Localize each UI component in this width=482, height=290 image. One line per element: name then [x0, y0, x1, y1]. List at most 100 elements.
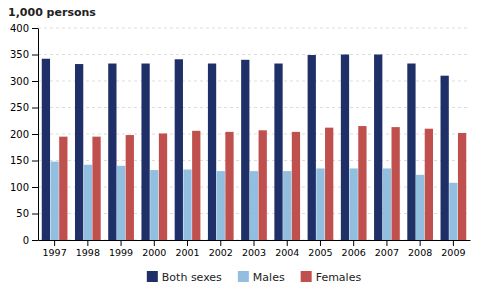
axis-line	[38, 29, 39, 241]
bar	[50, 162, 58, 240]
tick-label: 2003	[242, 247, 266, 258]
tick-mark	[32, 240, 38, 241]
tick: 0	[23, 235, 38, 246]
bar	[225, 132, 233, 240]
tick-mark	[287, 240, 288, 246]
bar	[150, 170, 158, 240]
bar	[217, 171, 225, 240]
legend-label: Both sexes	[162, 271, 222, 284]
tick-label: 1999	[109, 247, 133, 258]
tick: 2003	[242, 240, 266, 258]
tick-label: 200	[10, 129, 29, 140]
tick-mark	[254, 240, 255, 246]
tick-label: 2001	[175, 247, 199, 258]
tick-mark	[87, 240, 88, 246]
bar	[126, 135, 134, 240]
tick-mark	[32, 81, 38, 82]
y-axis: 050100150200250300350400	[10, 23, 39, 246]
tick-label: 1998	[76, 247, 100, 258]
tick-mark	[54, 240, 55, 246]
bar	[175, 59, 183, 240]
tick: 100	[10, 182, 38, 193]
tick: 2005	[308, 240, 332, 258]
tick-label: 400	[10, 23, 29, 34]
tick-mark	[121, 240, 122, 246]
plot: 0501001502002503003504001997199819992000…	[10, 23, 471, 258]
tick-mark	[187, 240, 188, 246]
bar	[391, 127, 399, 240]
bar	[259, 130, 267, 240]
tick-label: 150	[10, 155, 29, 166]
tick-mark	[32, 187, 38, 188]
tick-mark	[32, 161, 38, 162]
bar	[308, 55, 316, 240]
tick-label: 250	[10, 102, 29, 113]
tick: 50	[16, 208, 38, 219]
chart: 0501001502002503003504001997199819992000…	[0, 0, 482, 290]
tick-label: 2007	[375, 247, 399, 258]
legend-label: Males	[253, 271, 285, 284]
grid-line	[38, 54, 470, 55]
bar	[292, 132, 300, 240]
tick-mark	[32, 28, 38, 29]
bar	[117, 166, 125, 240]
bar	[350, 168, 358, 240]
bar	[341, 55, 349, 241]
tick-label: 2009	[441, 247, 465, 258]
legend-item: Both sexes	[147, 271, 222, 284]
bar	[250, 171, 258, 240]
bar	[159, 133, 167, 240]
bar-series	[59, 126, 466, 240]
bar	[441, 76, 449, 240]
tick: 2002	[209, 240, 233, 258]
y-axis-label: 1,000 persons	[8, 6, 96, 19]
legend-label: Females	[316, 271, 362, 284]
bar	[407, 64, 415, 240]
legend: Both sexes Males Females	[147, 271, 362, 284]
tick-mark	[32, 134, 38, 135]
tick: 1999	[109, 240, 133, 258]
bar	[75, 64, 83, 240]
bar	[358, 126, 366, 240]
tick-mark	[32, 55, 38, 56]
tick: 2000	[142, 240, 166, 258]
tick-mark	[220, 240, 221, 246]
bar	[92, 137, 100, 240]
tick-label: 350	[10, 49, 29, 60]
grid-line	[38, 107, 470, 108]
tick-mark	[386, 240, 387, 246]
bar	[425, 129, 433, 240]
bar	[325, 128, 333, 240]
tick: 2008	[408, 240, 432, 258]
bar	[374, 55, 382, 241]
legend-swatch	[238, 271, 249, 282]
bar	[316, 168, 324, 240]
grid-line	[38, 160, 470, 161]
tick: 400	[10, 23, 38, 34]
tick-label: 2008	[408, 247, 432, 258]
tick: 2006	[342, 240, 366, 258]
bar	[449, 183, 457, 240]
tick-label: 50	[16, 208, 29, 219]
grid-line	[38, 134, 470, 135]
tick-label: 2005	[308, 247, 332, 258]
tick-mark	[453, 240, 454, 246]
bar	[283, 171, 291, 240]
bar	[458, 133, 466, 240]
grid-line	[38, 28, 470, 29]
bars	[42, 55, 466, 241]
tick-label: 2000	[142, 247, 166, 258]
tick-mark	[32, 108, 38, 109]
tick-mark	[320, 240, 321, 246]
tick-mark	[420, 240, 421, 246]
bar	[141, 64, 149, 240]
tick: 350	[10, 49, 38, 60]
tick-label: 1997	[43, 247, 67, 258]
bar	[183, 170, 191, 240]
legend-item: Males	[238, 271, 285, 284]
bar	[208, 64, 216, 240]
tick-label: 100	[10, 182, 29, 193]
tick-label: 2006	[342, 247, 366, 258]
x-axis: 1997199819992000200120022003200420052006…	[39, 240, 471, 258]
tick-mark	[154, 240, 155, 246]
